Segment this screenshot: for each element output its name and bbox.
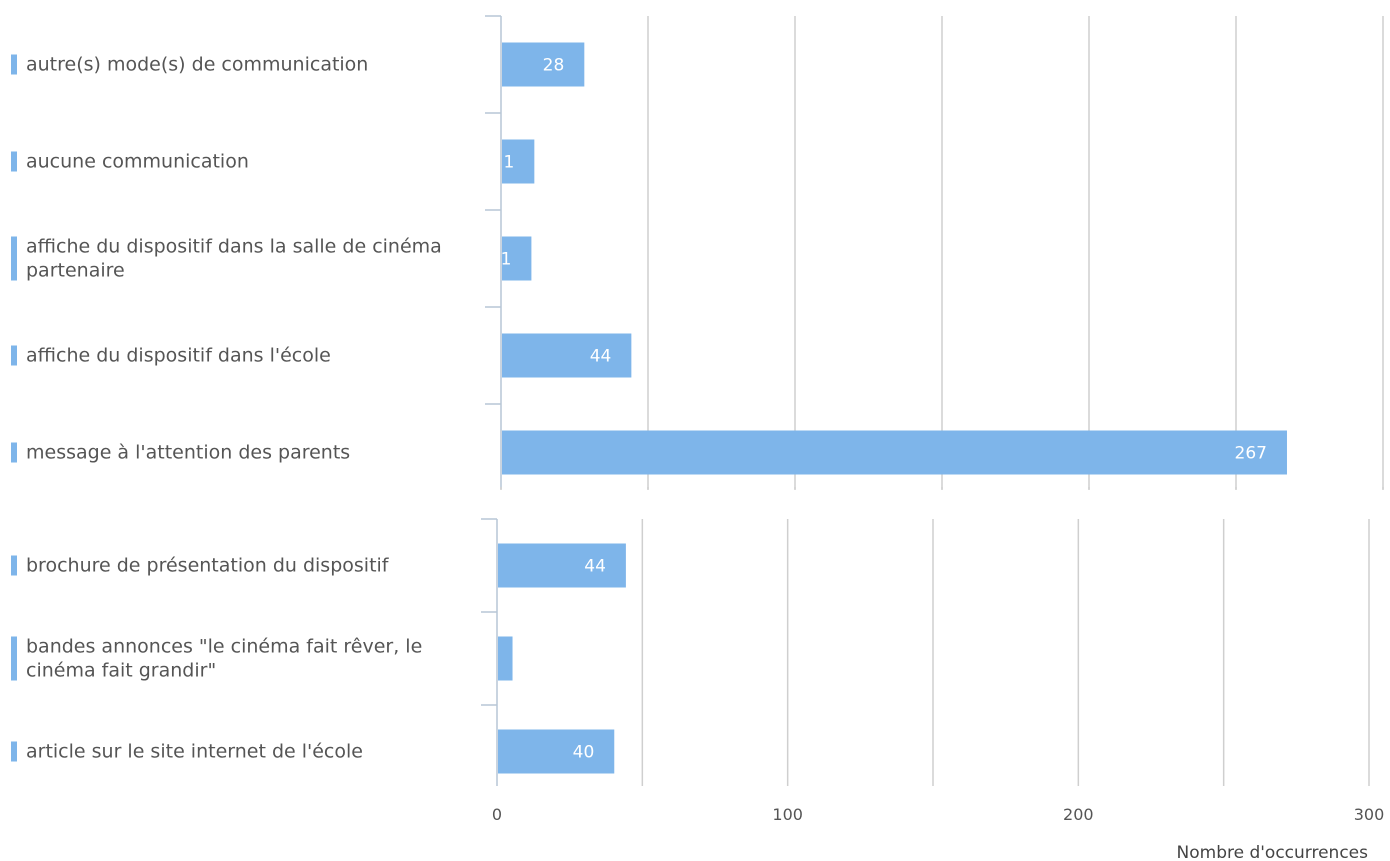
category-label: autre(s) mode(s) de communication bbox=[26, 54, 368, 76]
bar bbox=[498, 636, 513, 681]
bar-value-label: 1 bbox=[504, 153, 515, 173]
bar bbox=[502, 430, 1287, 475]
category-label: affiche du dispositif dans l'école bbox=[26, 345, 331, 367]
category-marker bbox=[11, 442, 17, 463]
category-marker bbox=[11, 345, 17, 366]
bar-value-label: 44 bbox=[584, 557, 606, 577]
bar-value-label: 40 bbox=[573, 743, 595, 763]
x-tick-label: 0 bbox=[492, 805, 502, 824]
category-axes bbox=[481, 15, 1384, 786]
x-tick-label: 200 bbox=[1063, 805, 1094, 824]
bar-value-label: 5 bbox=[482, 650, 493, 670]
x-axis-ticks: 0 100 200 300 bbox=[492, 805, 1384, 824]
bar bbox=[502, 42, 585, 87]
bar-value-label: 28 bbox=[543, 56, 565, 76]
category-marker bbox=[11, 636, 17, 681]
bar bbox=[502, 333, 632, 378]
category-label: message à l'attention des parents bbox=[26, 442, 350, 464]
category-marker bbox=[11, 555, 17, 576]
category-label: aucune communication bbox=[26, 151, 249, 173]
category-labels: autre(s) mode(s) de communication aucune … bbox=[11, 54, 442, 763]
x-axis-title: Nombre d'occurrences bbox=[1177, 843, 1369, 861]
category-label: bandes annonces "le cinéma fait rêver, l… bbox=[26, 636, 422, 682]
grid-lines bbox=[641, 16, 1384, 786]
bar-value-label: 1 bbox=[501, 250, 512, 270]
category-marker bbox=[11, 741, 17, 762]
bar bbox=[502, 139, 535, 184]
category-label: affiche du dispositif dans la salle de c… bbox=[26, 236, 442, 282]
x-tick-label: 100 bbox=[772, 805, 803, 824]
bar bbox=[502, 236, 532, 281]
category-label: brochure de présentation du dispositif bbox=[26, 555, 390, 577]
bar bbox=[498, 543, 626, 588]
bar-value-label: 44 bbox=[590, 347, 612, 367]
x-tick-label: 300 bbox=[1354, 805, 1385, 824]
bars: 28 1 1 44 267 44 5 40 bbox=[482, 42, 1287, 774]
category-label: article sur le site internet de l'école bbox=[26, 741, 363, 763]
category-marker bbox=[11, 236, 17, 281]
bar bbox=[498, 729, 615, 774]
category-marker bbox=[11, 54, 17, 75]
bar-value-label: 267 bbox=[1235, 444, 1267, 464]
category-marker bbox=[11, 151, 17, 172]
